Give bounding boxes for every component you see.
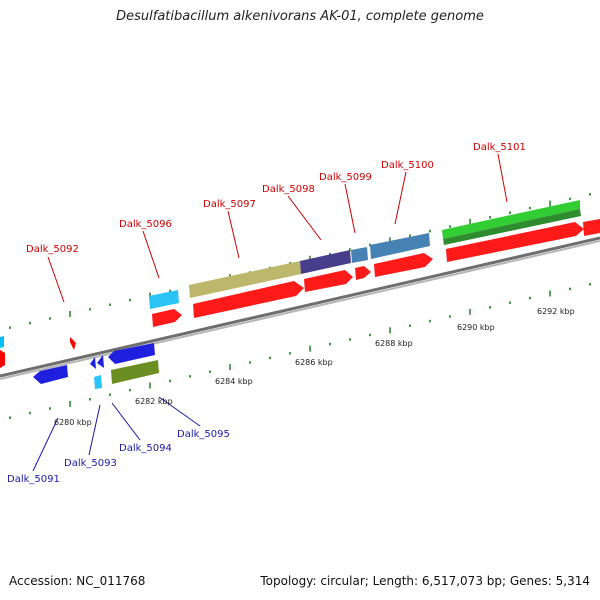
scale-tick-label: 6284 kbp [215,377,253,386]
reverse-gene-labels: Dalk_5091 Dalk_5093 Dalk_5094 Dalk_5095 [7,429,230,485]
gene-feature[interactable] [442,200,580,239]
gene-label[interactable]: Dalk_5101 [473,142,526,153]
gene-feature[interactable] [149,290,179,309]
gene-feature[interactable] [94,375,102,389]
gene-label[interactable]: Dalk_5099 [319,172,372,183]
gene-feature[interactable] [189,261,301,298]
gene-label[interactable]: Dalk_5098 [262,184,315,195]
gene-feature[interactable] [370,233,430,259]
gene-feature[interactable] [108,343,155,364]
gene-feature[interactable] [446,222,584,262]
gene-feature[interactable] [97,355,104,368]
scale-tick-label: 6292 kbp [537,307,575,316]
gene-feature[interactable] [193,281,304,318]
gene-label[interactable]: Dalk_5092 [26,244,79,255]
scale-tick-label: 6286 kbp [295,358,333,367]
gene-feature[interactable] [111,360,159,384]
gene-feature[interactable] [0,336,4,348]
scale-tick-label: 6288 kbp [375,339,413,348]
gene-feature[interactable] [0,350,5,368]
gene-label[interactable]: Dalk_5096 [119,219,172,230]
reverse-features [33,343,159,389]
gene-feature[interactable] [300,250,351,274]
gene-feature[interactable] [583,219,600,236]
forward-features [0,200,600,368]
scale-labels: 6280 kbp 6282 kbp 6284 kbp 6286 kbp 6288… [54,307,575,427]
gene-feature[interactable] [355,266,371,280]
gene-feature[interactable] [443,209,581,245]
gene-feature[interactable] [374,253,433,277]
gene-label[interactable]: Dalk_5095 [177,429,230,440]
gene-feature[interactable] [304,270,353,292]
genome-summary: Topology: circular; Length: 6,517,073 bp… [260,574,590,588]
gene-label[interactable]: Dalk_5094 [119,443,172,454]
scale-tick-label: 6282 kbp [135,397,173,406]
gene-feature[interactable] [351,247,368,263]
scale-tick-label: 6290 kbp [457,323,495,332]
gene-label[interactable]: Dalk_5091 [7,474,60,485]
gene-feature[interactable] [152,309,182,327]
gene-feature[interactable] [33,365,68,384]
gene-label[interactable]: Dalk_5100 [381,160,434,171]
gene-label[interactable]: Dalk_5093 [64,458,117,469]
label-leaders [32,153,508,472]
genome-backbone [0,236,600,380]
accession-text: Accession: NC_011768 [9,574,146,588]
gene-feature[interactable] [90,357,96,369]
forward-gene-labels: Dalk_5092 Dalk_5096 Dalk_5097 Dalk_5098 … [26,142,526,255]
scale-tick-label: 6280 kbp [54,418,92,427]
gene-feature[interactable] [70,337,76,350]
gene-label[interactable]: Dalk_5097 [203,199,256,210]
page-title: Desulfatibacillum alkenivorans AK-01, co… [116,9,484,24]
